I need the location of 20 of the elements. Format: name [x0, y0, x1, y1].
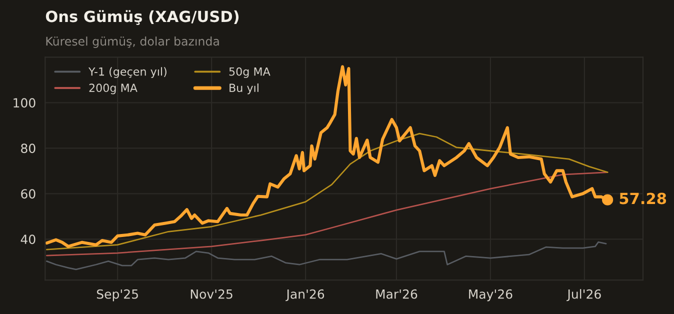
line-series: [46, 172, 608, 256]
line-series: [46, 241, 607, 270]
legend-label: Y-1 (geçen yıl): [88, 67, 166, 78]
chart-title: Ons Gümüş (XAG/USD): [46, 10, 239, 25]
legend-label: 50g MA: [229, 67, 270, 78]
y-tick-label: 100: [14, 98, 36, 108]
annotation: 57.28: [620, 192, 666, 204]
y-tick-label: 60: [21, 189, 36, 199]
y-tick-label: 80: [21, 144, 36, 154]
x-tick-label: Mar'26: [376, 289, 418, 299]
x-tick-label: May'26: [469, 289, 512, 302]
chart-subtitle: Küresel gümüş, dolar bazında: [46, 36, 219, 48]
line-series: [46, 132, 608, 250]
legend-label: Bu yıl: [230, 83, 258, 94]
x-tick-label: Nov'25: [190, 289, 232, 299]
x-tick-label: Jan'26: [286, 289, 324, 302]
y-tick-label: 40: [20, 234, 36, 244]
x-tick-label: Sep'25: [96, 289, 138, 302]
x-tick-label: Jul'26: [566, 289, 601, 302]
legend-label: 200g MA: [89, 84, 138, 94]
